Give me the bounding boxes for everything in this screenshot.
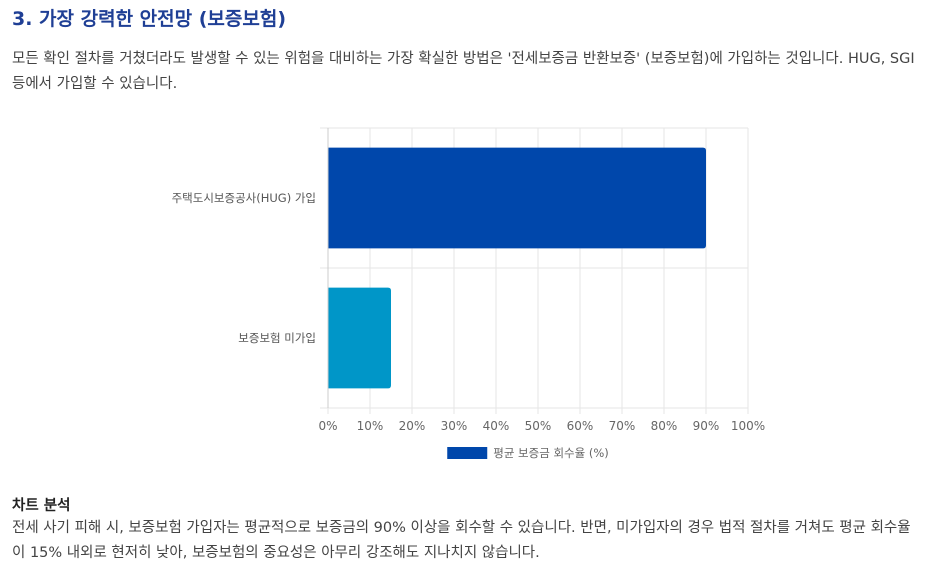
x-tick-label: 90% [693, 419, 720, 433]
x-tick-label: 20% [399, 419, 426, 433]
x-tick-label: 0% [318, 419, 337, 433]
legend: 평균 보증금 회수율 (%) [447, 446, 609, 460]
analysis-title: 차트 분석 [12, 498, 71, 514]
bar [328, 287, 391, 389]
x-tick-label: 60% [567, 419, 594, 433]
axes: 0% 10% 20% 30% 40% 50% 60% 70% 80% 90% 100% 주택도시보증공… [172, 128, 765, 433]
x-tick-label: 40% [483, 419, 510, 433]
legend-swatch [447, 447, 488, 459]
x-tick-label: 30% [441, 419, 468, 433]
category-label: 보증보험 미가입 [238, 331, 316, 345]
recovery-rate-chart: 0% 10% 20% 30% 40% 50% 60% 70% 80% 90% 100% 주택도시보증공… [172, 127, 765, 460]
bar [328, 147, 706, 249]
bars [328, 147, 706, 389]
legend-label: 평균 보증금 회수율 (%) [493, 446, 609, 460]
x-tick-label: 10% [357, 419, 384, 433]
x-tick-label: 100% [731, 419, 765, 433]
analysis-body: 전세 사기 피해 시, 보증보험 가입자는 평균적으로 보증금의 90% 이상을… [12, 520, 911, 561]
x-tick-label: 80% [651, 419, 678, 433]
x-tick-label: 70% [609, 419, 636, 433]
section-heading: 3. 가장 강력한 안전망 (보증보험) [12, 8, 287, 30]
x-tick-label: 50% [525, 419, 552, 433]
category-label: 주택도시보증공사(HUG) 가입 [172, 191, 316, 205]
intro-paragraph: 모든 확인 절차를 거쳤더라도 발생할 수 있는 위험을 대비하는 가장 확실한… [12, 51, 915, 92]
